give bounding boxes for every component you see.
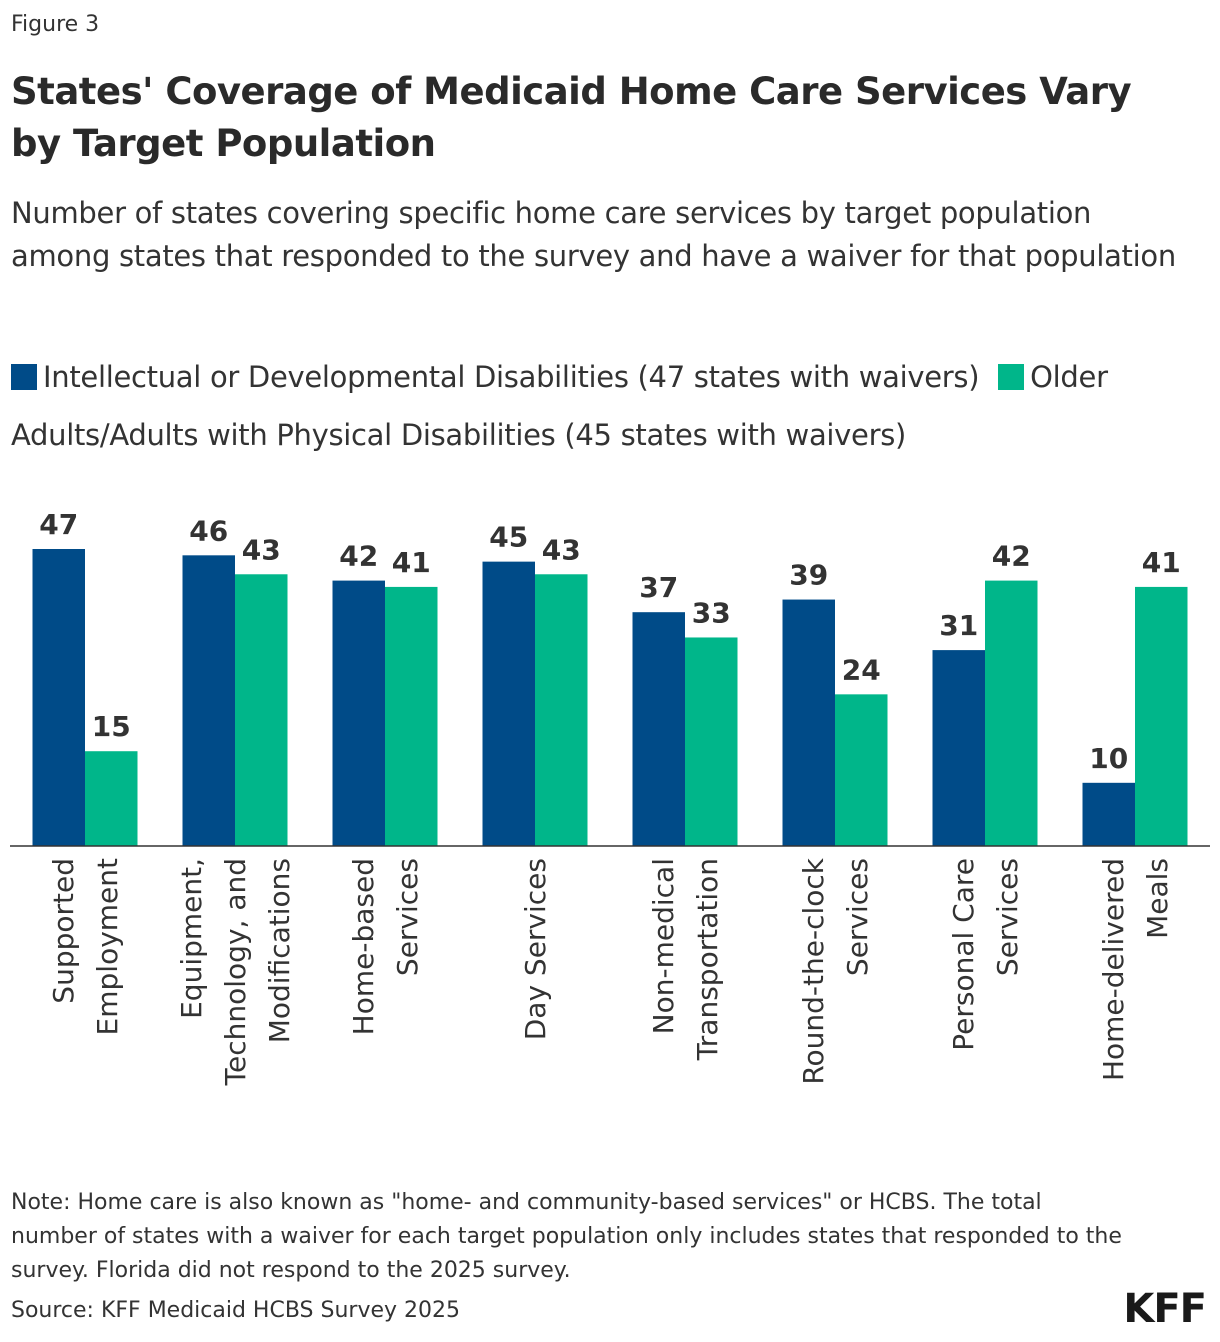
- category-label: Non-medical: [647, 858, 680, 1034]
- data-label: 43: [542, 533, 581, 566]
- data-label: 42: [992, 540, 1031, 573]
- bar-idd: [182, 555, 235, 846]
- bar-idd: [632, 612, 685, 846]
- note: Note: Home care is also known as "home- …: [11, 1190, 1122, 1283]
- data-label: 39: [789, 559, 828, 592]
- bar-idd: [32, 549, 85, 846]
- category-label: Transportation: [691, 858, 724, 1061]
- bar-older-adults: [535, 574, 588, 846]
- bar-idd: [932, 650, 985, 846]
- category-label: Day Services: [519, 858, 552, 1040]
- data-label: 46: [189, 514, 228, 547]
- data-label: 31: [939, 609, 978, 642]
- category-label: Supported: [47, 858, 80, 1004]
- data-label: 45: [489, 521, 528, 554]
- bar-older-adults: [985, 580, 1038, 846]
- bar-older-adults: [385, 586, 438, 846]
- data-label: 15: [92, 710, 131, 743]
- category-label: Technology, and: [219, 858, 252, 1086]
- legend-label-idd: Intellectual or Developmental Disabiliti…: [43, 360, 980, 394]
- data-label: 42: [339, 540, 378, 573]
- data-label: 47: [39, 508, 78, 541]
- bar-older-adults: [235, 574, 288, 846]
- category-label: Meals: [1141, 858, 1174, 939]
- category-label: Services: [991, 858, 1024, 976]
- bar-idd: [332, 580, 385, 846]
- chart-subtitle: Number of states covering specific home …: [11, 196, 1176, 273]
- legend-item-idd: Intellectual or Developmental Disabiliti…: [11, 360, 980, 394]
- bar-older-adults: [1135, 586, 1188, 846]
- bar-idd: [782, 599, 835, 846]
- legend-label-older-adults: Older Adults/Adults with Physical Disabi…: [11, 360, 1108, 452]
- chart-title: States' Coverage of Medicaid Home Care S…: [11, 70, 1132, 165]
- bar-chart: 47 15 Supported Employment 46 43 Equipment, Tec…: [10, 508, 1210, 1086]
- data-label: 41: [392, 546, 431, 579]
- data-label: 41: [1142, 546, 1181, 579]
- figure-label: Figure 3: [11, 12, 100, 37]
- bar-idd: [482, 561, 535, 846]
- category-label: Home-delivered: [1097, 858, 1130, 1081]
- data-label: 43: [242, 533, 281, 566]
- category-label: Services: [391, 858, 424, 976]
- data-label: 10: [1089, 742, 1128, 775]
- category-label: Personal Care: [947, 858, 980, 1051]
- category-label: Equipment,: [175, 858, 208, 1019]
- bar-idd: [1082, 782, 1135, 846]
- bar-older-adults: [85, 751, 138, 846]
- bar-older-adults: [685, 637, 738, 846]
- category-label: Employment: [91, 858, 124, 1035]
- category-label: Home-based: [347, 858, 380, 1035]
- legend-swatch-older-adults: [998, 364, 1025, 390]
- bar-older-adults: [835, 694, 888, 846]
- category-label: Services: [841, 858, 874, 976]
- category-label: Modifications: [263, 858, 296, 1043]
- data-label: 33: [692, 596, 731, 629]
- legend-item-older-adults: Older Adults/Adults with Physical Disabi…: [11, 360, 1108, 452]
- category-label: Round-the-clock: [797, 857, 830, 1084]
- data-label: 24: [842, 653, 881, 686]
- data-label: 37: [639, 571, 678, 604]
- legend-swatch-idd: [11, 364, 37, 390]
- source: Source: KFF Medicaid HCBS Survey 2025: [11, 1298, 461, 1323]
- legend: Intellectual or Developmental Disabiliti…: [11, 348, 1201, 464]
- kff-logo: KFF: [1123, 1286, 1207, 1332]
